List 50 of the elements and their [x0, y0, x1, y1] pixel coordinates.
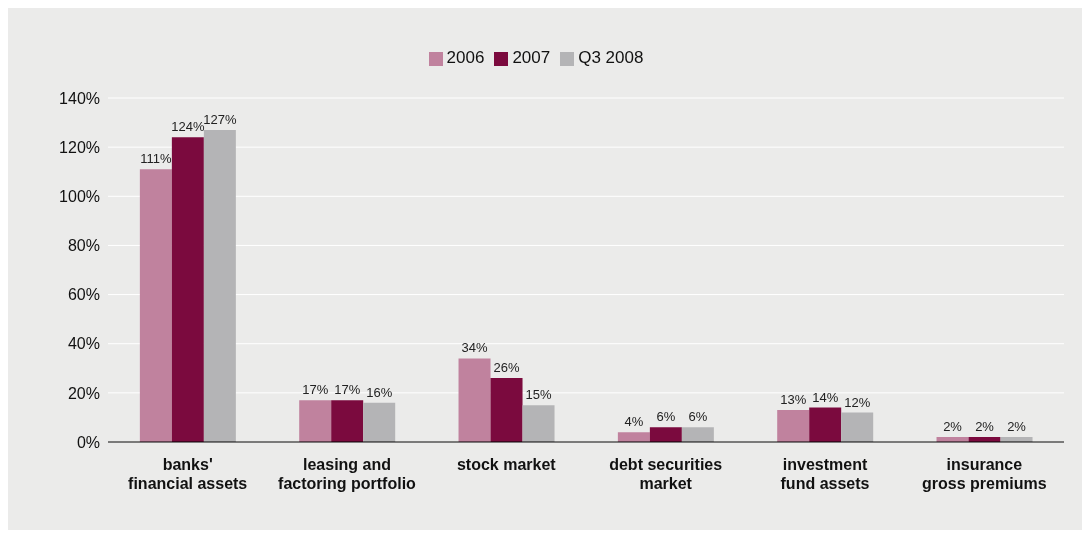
- y-tick-label: 120%: [59, 138, 100, 156]
- bar: [299, 400, 332, 442]
- x-tick-label: investment fund assets: [780, 456, 870, 492]
- y-tick-label: 100%: [59, 187, 100, 205]
- x-tick-label: insurance gross premiums: [922, 456, 1047, 492]
- y-tick-label: 40%: [67, 335, 100, 353]
- bar: [331, 400, 364, 442]
- bar: [617, 432, 650, 442]
- data-label: 13%: [780, 392, 807, 408]
- data-label: 17%: [302, 382, 329, 398]
- bar: [777, 410, 810, 442]
- legend-label: Q3 2008: [578, 48, 644, 67]
- bar: [522, 405, 555, 442]
- data-label: 16%: [366, 384, 393, 400]
- data-label: 15%: [525, 387, 552, 403]
- y-tick-label: 0%: [76, 433, 100, 451]
- x-tick-label: debt securities market: [609, 456, 723, 492]
- data-label: 6%: [688, 409, 708, 425]
- data-label: 2%: [1007, 419, 1027, 435]
- y-tick-label: 80%: [67, 237, 100, 255]
- x-tick-label: stock market: [456, 456, 557, 473]
- bar: [363, 402, 396, 442]
- data-label: 111%: [140, 151, 172, 167]
- legend-label: 2007: [512, 48, 551, 67]
- data-label: 2%: [975, 419, 995, 435]
- data-label: 4%: [624, 414, 644, 430]
- data-label: 17%: [334, 382, 361, 398]
- x-tick-label: leasing and factoring portfolio: [278, 456, 417, 492]
- bar: [139, 169, 172, 442]
- data-label: 34%: [461, 340, 488, 356]
- bar: [841, 412, 874, 442]
- data-label: 127%: [203, 111, 237, 127]
- bar: [458, 358, 491, 442]
- data-label: 12%: [844, 394, 871, 410]
- data-label: 26%: [493, 360, 520, 376]
- y-tick-label: 140%: [59, 89, 100, 107]
- bar: [203, 129, 236, 442]
- bar: [490, 378, 523, 442]
- bar: [171, 137, 204, 442]
- data-label: 6%: [656, 409, 676, 425]
- legend-label: 2006: [446, 48, 485, 67]
- data-label: 2%: [943, 419, 963, 435]
- data-label: 124%: [171, 119, 205, 135]
- bar: [649, 427, 682, 442]
- x-tick-label: banks' financial assets: [128, 456, 248, 492]
- y-tick-label: 60%: [67, 286, 100, 304]
- data-label: 14%: [812, 389, 839, 405]
- bar: [809, 407, 842, 442]
- y-tick-label: 20%: [67, 384, 100, 402]
- bar: [681, 427, 714, 442]
